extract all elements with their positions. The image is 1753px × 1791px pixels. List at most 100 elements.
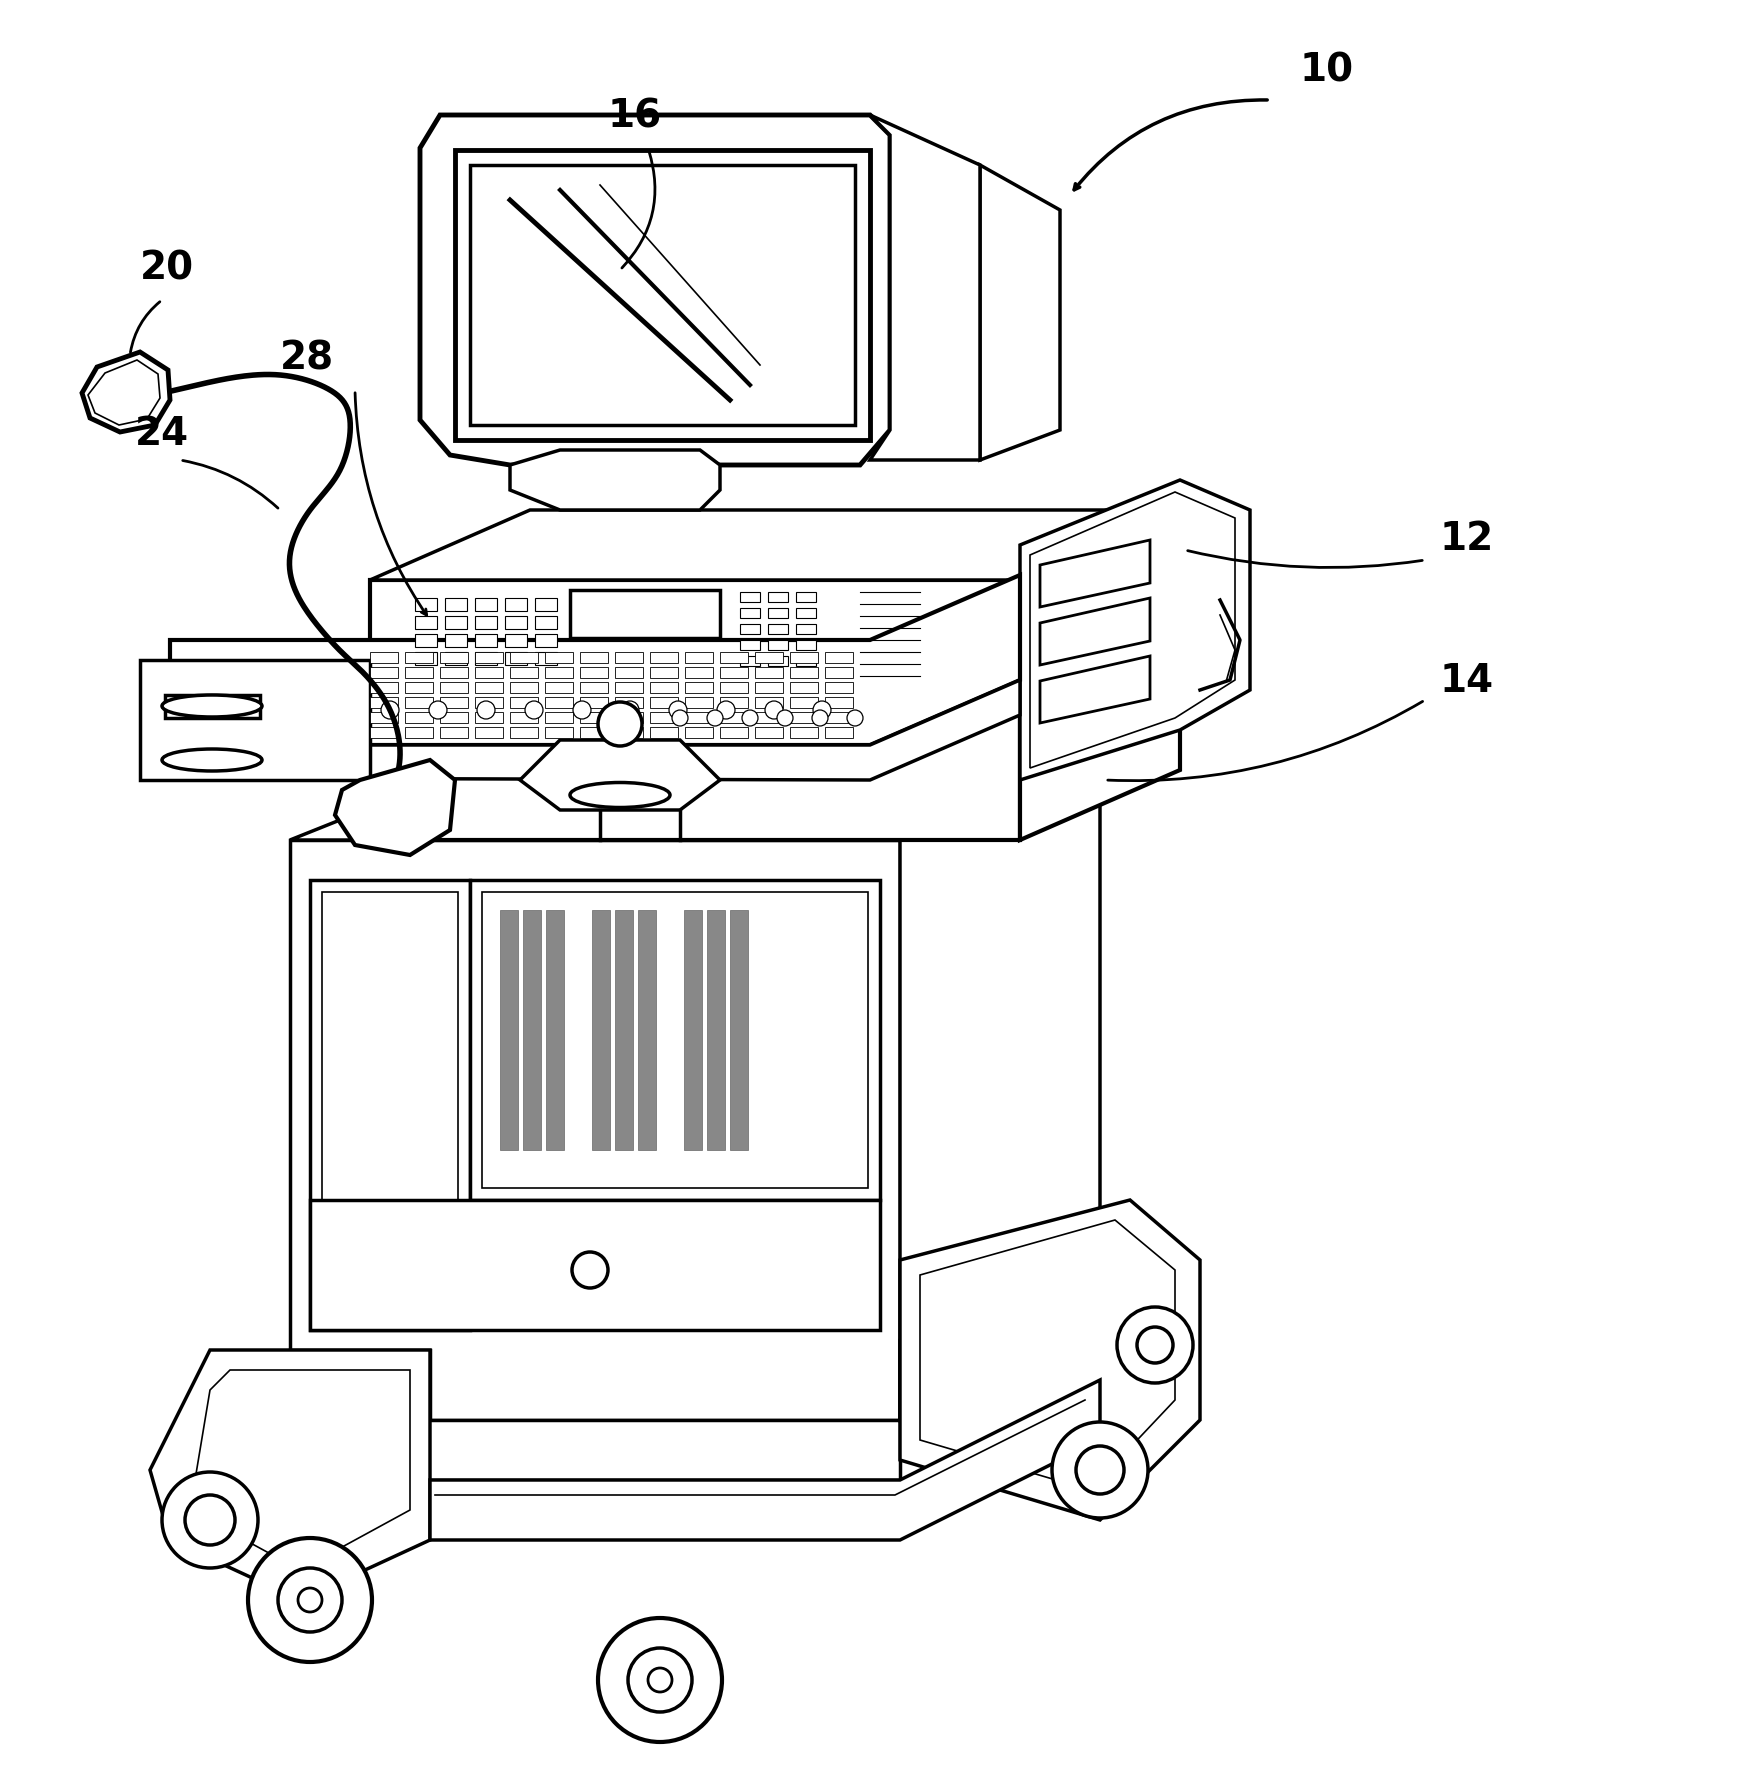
Polygon shape	[756, 727, 784, 738]
Polygon shape	[729, 910, 749, 1150]
Circle shape	[847, 709, 862, 725]
Polygon shape	[415, 598, 436, 611]
Text: 28: 28	[280, 340, 335, 378]
Polygon shape	[920, 1220, 1175, 1490]
Circle shape	[1138, 1327, 1173, 1363]
Circle shape	[1117, 1307, 1194, 1383]
Polygon shape	[685, 666, 713, 679]
Polygon shape	[415, 634, 436, 647]
Polygon shape	[580, 682, 608, 693]
Polygon shape	[289, 840, 899, 1420]
Circle shape	[598, 702, 642, 747]
Polygon shape	[685, 682, 713, 693]
Polygon shape	[415, 652, 436, 664]
Polygon shape	[650, 666, 678, 679]
Polygon shape	[580, 727, 608, 738]
Polygon shape	[475, 652, 503, 663]
Polygon shape	[826, 666, 854, 679]
Polygon shape	[510, 727, 538, 738]
Polygon shape	[415, 616, 436, 629]
Polygon shape	[289, 1420, 899, 1479]
Polygon shape	[535, 634, 557, 647]
Polygon shape	[456, 150, 869, 441]
Polygon shape	[826, 713, 854, 724]
Text: 16: 16	[608, 99, 663, 136]
Circle shape	[1052, 1422, 1148, 1519]
Polygon shape	[899, 1200, 1201, 1521]
Circle shape	[742, 709, 757, 725]
Polygon shape	[615, 652, 643, 663]
Circle shape	[670, 700, 687, 718]
Polygon shape	[505, 634, 528, 647]
Polygon shape	[88, 360, 160, 424]
Polygon shape	[545, 727, 573, 738]
Polygon shape	[370, 666, 398, 679]
Polygon shape	[684, 910, 701, 1150]
Circle shape	[812, 709, 827, 725]
Polygon shape	[756, 682, 784, 693]
Polygon shape	[405, 652, 433, 663]
Polygon shape	[615, 666, 643, 679]
Circle shape	[813, 700, 831, 718]
Circle shape	[247, 1538, 372, 1662]
Polygon shape	[440, 713, 468, 724]
Text: 12: 12	[1439, 519, 1494, 559]
Polygon shape	[370, 682, 398, 693]
Polygon shape	[791, 652, 819, 663]
Polygon shape	[289, 1350, 429, 1470]
Polygon shape	[720, 713, 749, 724]
Circle shape	[706, 709, 722, 725]
Polygon shape	[521, 740, 720, 810]
Circle shape	[649, 1667, 671, 1692]
Ellipse shape	[570, 783, 670, 808]
Polygon shape	[335, 759, 456, 854]
Circle shape	[186, 1495, 235, 1546]
Polygon shape	[475, 727, 503, 738]
Polygon shape	[405, 682, 433, 693]
Polygon shape	[510, 666, 538, 679]
Circle shape	[777, 709, 792, 725]
Circle shape	[380, 700, 400, 718]
Polygon shape	[421, 140, 451, 455]
Polygon shape	[370, 652, 398, 663]
Polygon shape	[791, 697, 819, 707]
Polygon shape	[740, 593, 761, 602]
Polygon shape	[826, 697, 854, 707]
Polygon shape	[580, 697, 608, 707]
Polygon shape	[685, 652, 713, 663]
Polygon shape	[289, 759, 1099, 840]
Ellipse shape	[161, 695, 261, 716]
Polygon shape	[593, 910, 610, 1150]
Polygon shape	[545, 697, 573, 707]
Circle shape	[161, 1472, 258, 1567]
Circle shape	[298, 1589, 323, 1612]
Polygon shape	[535, 598, 557, 611]
Polygon shape	[756, 666, 784, 679]
Polygon shape	[756, 652, 784, 663]
Polygon shape	[756, 697, 784, 707]
Polygon shape	[510, 713, 538, 724]
Polygon shape	[405, 666, 433, 679]
Polygon shape	[740, 639, 761, 650]
Polygon shape	[429, 1381, 1099, 1540]
Polygon shape	[638, 910, 656, 1150]
Circle shape	[764, 700, 784, 718]
Circle shape	[477, 700, 494, 718]
Polygon shape	[1020, 480, 1250, 781]
Polygon shape	[720, 697, 749, 707]
Polygon shape	[151, 1350, 429, 1599]
Polygon shape	[475, 598, 498, 611]
Polygon shape	[796, 639, 815, 650]
Polygon shape	[405, 727, 433, 738]
Polygon shape	[165, 695, 259, 718]
Polygon shape	[505, 616, 528, 629]
Polygon shape	[650, 682, 678, 693]
Polygon shape	[768, 623, 789, 634]
Polygon shape	[475, 697, 503, 707]
Polygon shape	[796, 623, 815, 634]
Polygon shape	[140, 661, 370, 781]
Polygon shape	[615, 682, 643, 693]
Text: 20: 20	[140, 251, 195, 288]
Polygon shape	[650, 727, 678, 738]
Polygon shape	[545, 666, 573, 679]
